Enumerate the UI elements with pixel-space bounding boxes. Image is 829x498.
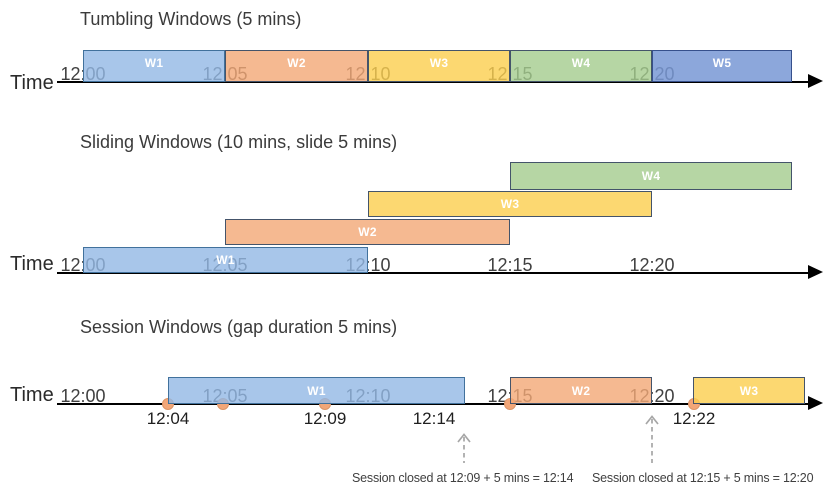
tick-label-1200: 12:00 — [60, 386, 106, 406]
session-close-arrow — [456, 433, 472, 464]
window-box-w2: W2 — [225, 219, 510, 245]
session-closed-annotation-2: Session closed at 12:15 + 5 mins = 12:20 — [592, 471, 814, 485]
window-label-w4: W4 — [571, 56, 591, 70]
window-label-w1: W1 — [307, 383, 326, 398]
time-axis-line — [57, 81, 808, 83]
section-title-tumbling: Tumbling Windows (5 mins) — [80, 9, 302, 29]
window-label-w3: W3 — [739, 383, 759, 398]
up-arrow-icon — [457, 433, 471, 463]
window-label-w2: W2 — [358, 225, 377, 239]
tick-label-1220: 12:20 — [629, 255, 675, 275]
window-box-w2: W2 — [510, 377, 652, 404]
time-axis-arrowhead — [808, 74, 823, 88]
window-box-w3: W3 — [368, 50, 510, 82]
window-label-w2: W2 — [571, 383, 591, 398]
window-label-w2: W2 — [287, 56, 306, 70]
event-time-label-1222: 12:22 — [672, 409, 716, 428]
event-time-label-1204: 12:04 — [146, 409, 190, 428]
window-box-w5: W5 — [652, 50, 792, 82]
window-box-w1: W1 — [168, 377, 465, 404]
window-box-w3: W3 — [368, 191, 652, 217]
event-time-label-1209: 12:09 — [303, 409, 347, 428]
window-box-w4: W4 — [510, 162, 792, 190]
window-label-w5: W5 — [712, 56, 732, 70]
session-closed-annotation-1: Session closed at 12:09 + 5 mins = 12:14 — [352, 471, 574, 485]
time-axis-arrowhead — [808, 396, 823, 410]
window-box-w4: W4 — [510, 50, 652, 82]
section-title-session: Session Windows (gap duration 5 mins) — [80, 317, 398, 337]
time-axis-arrowhead — [808, 265, 823, 279]
window-label-w3: W3 — [500, 197, 520, 211]
time-axis-label: Time — [10, 384, 54, 406]
window-box-w1: W1 — [83, 50, 225, 82]
window-label-w1: W1 — [144, 56, 164, 70]
window-label-w1: W1 — [216, 253, 235, 267]
time-axis-line — [57, 403, 808, 405]
time-axis-label: Time — [10, 253, 54, 275]
event-time-label-1214: 12:14 — [412, 409, 456, 428]
up-arrow-icon — [645, 415, 659, 463]
window-box-w1: W1 — [83, 247, 368, 273]
window-label-w4: W4 — [641, 169, 661, 183]
time-axis-line — [57, 272, 808, 274]
window-box-w3: W3 — [693, 377, 805, 404]
window-box-w2: W2 — [225, 50, 368, 82]
tick-label-1215: 12:15 — [487, 255, 533, 275]
section-title-sliding: Sliding Windows (10 mins, slide 5 mins) — [80, 132, 398, 152]
window-label-w3: W3 — [429, 56, 449, 70]
time-axis-label: Time — [10, 72, 54, 94]
session-close-arrow — [644, 415, 660, 464]
